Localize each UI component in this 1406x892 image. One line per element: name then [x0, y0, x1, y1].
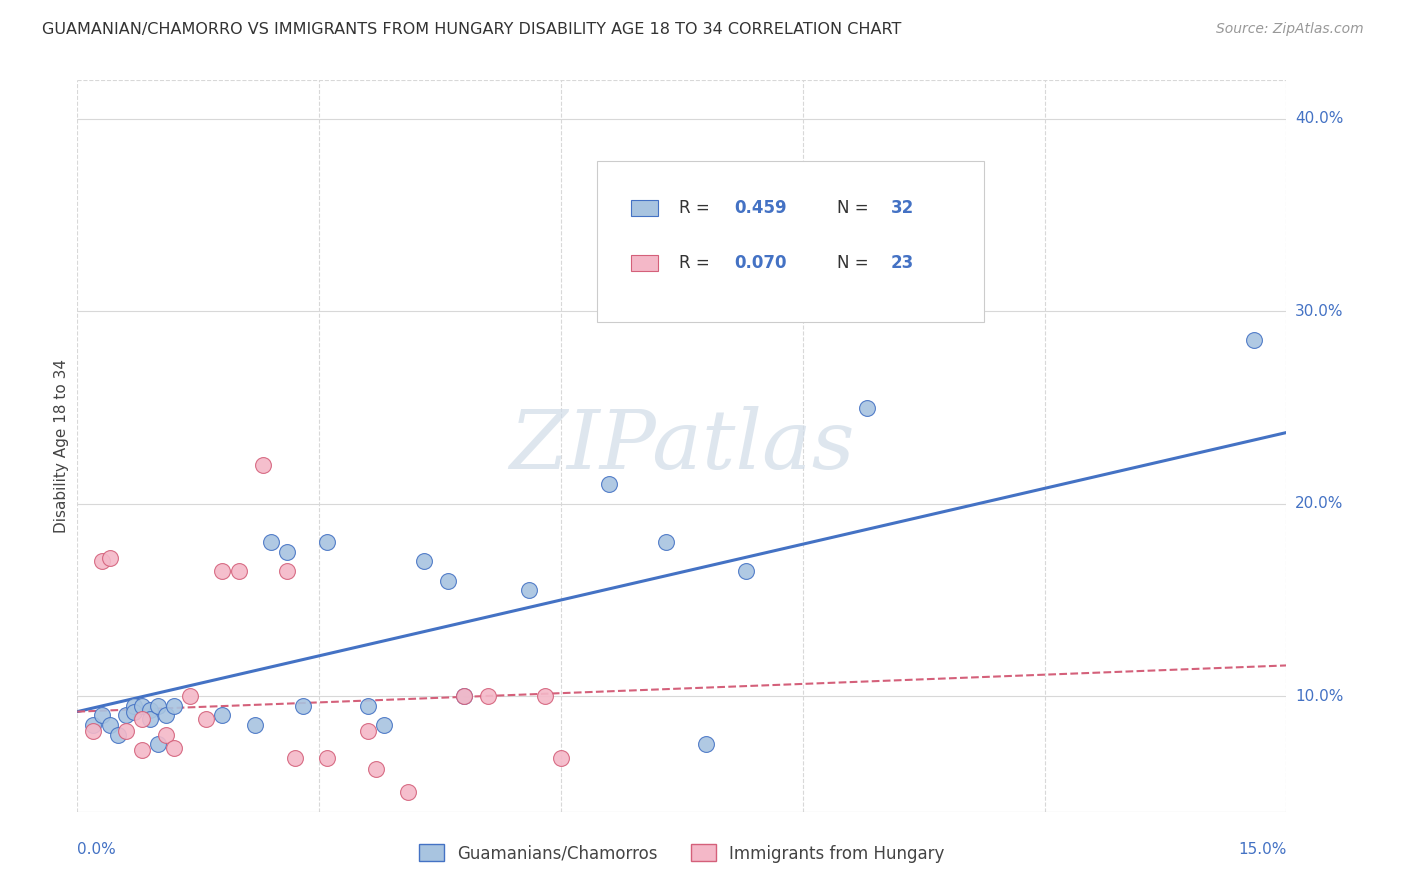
Point	[211, 564, 233, 578]
Point	[243, 718, 266, 732]
Point	[211, 708, 233, 723]
Point	[655, 535, 678, 549]
Point	[453, 690, 475, 704]
Text: Source: ZipAtlas.com: Source: ZipAtlas.com	[1216, 22, 1364, 37]
Point	[550, 751, 572, 765]
Point	[146, 737, 169, 751]
Point	[163, 741, 186, 756]
Point	[82, 723, 104, 738]
Point	[98, 550, 121, 565]
Text: GUAMANIAN/CHAMORRO VS IMMIGRANTS FROM HUNGARY DISABILITY AGE 18 TO 34 CORRELATIO: GUAMANIAN/CHAMORRO VS IMMIGRANTS FROM HU…	[42, 22, 901, 37]
Text: 15.0%: 15.0%	[1239, 842, 1286, 857]
Point	[260, 535, 283, 549]
Point	[195, 712, 218, 726]
Point	[131, 698, 153, 713]
Point	[437, 574, 460, 588]
FancyBboxPatch shape	[631, 255, 658, 271]
Text: 0.0%: 0.0%	[77, 842, 117, 857]
FancyBboxPatch shape	[631, 200, 658, 217]
Point	[90, 554, 112, 568]
Point	[453, 690, 475, 704]
Point	[155, 728, 177, 742]
Point	[396, 785, 419, 799]
Point	[107, 728, 129, 742]
Text: N =: N =	[837, 199, 873, 218]
Point	[146, 698, 169, 713]
Point	[364, 763, 387, 777]
Point	[735, 564, 758, 578]
Text: R =: R =	[679, 199, 716, 218]
Point	[252, 458, 274, 473]
Point	[163, 698, 186, 713]
Point	[356, 698, 378, 713]
Point	[534, 690, 557, 704]
Point	[98, 718, 121, 732]
Text: 10.0%: 10.0%	[1295, 689, 1343, 704]
Text: 40.0%: 40.0%	[1295, 112, 1343, 127]
FancyBboxPatch shape	[598, 161, 984, 322]
Point	[114, 723, 136, 738]
Point	[292, 698, 315, 713]
Legend: Guamanians/Chamorros, Immigrants from Hungary: Guamanians/Chamorros, Immigrants from Hu…	[412, 838, 952, 869]
Point	[284, 751, 307, 765]
Point	[139, 703, 162, 717]
Point	[1243, 333, 1265, 347]
Text: 0.459: 0.459	[734, 199, 786, 218]
Text: 20.0%: 20.0%	[1295, 496, 1343, 511]
Point	[179, 690, 201, 704]
Point	[90, 708, 112, 723]
Point	[477, 690, 499, 704]
Point	[316, 751, 339, 765]
Text: 32: 32	[891, 199, 914, 218]
Point	[316, 535, 339, 549]
Text: R =: R =	[679, 254, 716, 272]
Point	[356, 723, 378, 738]
Point	[276, 545, 298, 559]
Point	[131, 712, 153, 726]
Text: 23: 23	[891, 254, 914, 272]
Point	[122, 705, 145, 719]
Point	[155, 708, 177, 723]
Point	[598, 477, 620, 491]
Text: 0.070: 0.070	[734, 254, 786, 272]
Point	[114, 708, 136, 723]
Y-axis label: Disability Age 18 to 34: Disability Age 18 to 34	[53, 359, 69, 533]
Text: 30.0%: 30.0%	[1295, 304, 1343, 318]
Point	[139, 712, 162, 726]
Point	[276, 564, 298, 578]
Point	[131, 743, 153, 757]
Point	[517, 583, 540, 598]
Point	[856, 401, 879, 415]
Point	[695, 737, 717, 751]
Point	[413, 554, 436, 568]
Point	[373, 718, 395, 732]
Point	[228, 564, 250, 578]
Text: ZIPatlas: ZIPatlas	[509, 406, 855, 486]
Point	[82, 718, 104, 732]
Text: N =: N =	[837, 254, 873, 272]
Point	[122, 698, 145, 713]
